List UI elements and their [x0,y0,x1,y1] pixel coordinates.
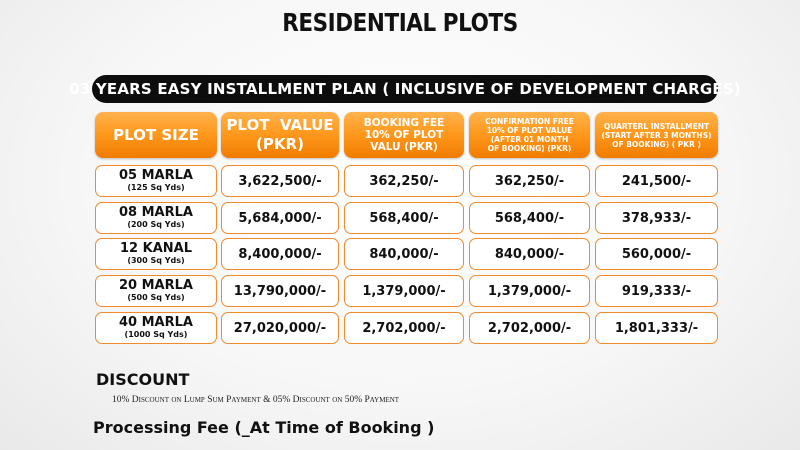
plot-value-cell: 27,020,000/- [221,312,339,344]
header-quarterly-installment: QUARTERL INSTALLMENT (START AFTER 3 MONT… [595,112,718,158]
header-plot-value: PLOT VALUE (PKR) [221,112,339,158]
quarterly-installment-cell: 241,500/- [595,165,718,197]
header-quarterly-line-2: (START AFTER 3 MONTHS) [601,130,712,140]
booking-fee-cell: 362,250/- [344,165,464,197]
booking-fee-cell: 2,702,000/- [344,312,464,344]
header-confirmation-fee-line-2: 10% OF PLOT VALUE [486,126,573,135]
quarterly-installment-cell: 919,333/- [595,275,718,307]
quarterly-installment-cell: 1,801,333/- [595,312,718,344]
plot-size-area: (1000 Sq Yds) [124,330,188,339]
booking-fee-cell: 1,379,000/- [344,275,464,307]
header-plot-size-label: PLOT SIZE [113,126,199,144]
header-booking-fee-line-3: VALU (PKR) [370,141,438,153]
table-row-plot-size: 05 MARLA (125 Sq Yds) [95,165,217,197]
plot-value-cell: 5,684,000/- [221,202,339,234]
quarterly-installment-cell: 378,933/- [595,202,718,234]
confirmation-fee-cell: 2,702,000/- [469,312,590,344]
header-confirmation-fee-line-1: CONFIRMATION FREE [485,117,574,126]
confirmation-fee-cell: 568,400/- [469,202,590,234]
plot-size-label: 08 MARLA [119,205,193,220]
plot-size-label: 40 MARLA [119,315,193,330]
discount-heading: DISCOUNT [96,370,190,389]
header-confirmation-fee-line-3: (AFTER 01 MONTH [490,135,569,144]
plot-size-label: 20 MARLA [119,278,193,293]
table-row-plot-size: 08 MARLA (200 Sq Yds) [95,202,217,234]
confirmation-fee-cell: 1,379,000/- [469,275,590,307]
header-booking-fee: BOOKING FEE 10% OF PLOT VALU (PKR) [344,112,464,158]
plot-size-area: (125 Sq Yds) [127,183,185,192]
plot-value-cell: 13,790,000/- [221,275,339,307]
header-plot-value-line-2: (PKR) [256,135,304,153]
header-plot-size: PLOT SIZE [95,112,217,158]
quarterly-installment-cell: 560,000/- [595,238,718,270]
plot-size-label: 12 KANAL [120,241,192,256]
confirmation-fee-cell: 840,000/- [469,238,590,270]
header-plot-value-line-1: PLOT VALUE [226,116,334,134]
booking-fee-cell: 840,000/- [344,238,464,270]
plot-size-label: 05 MARLA [119,168,193,183]
header-quarterly-line-1: QUARTERL INSTALLMENT [603,121,710,131]
table-row-plot-size: 12 KANAL (300 Sq Yds) [95,238,217,270]
installment-plan-banner: 03 YEARS EASY INSTALLMENT PLAN ( INCLUSI… [69,75,741,103]
confirmation-fee-cell: 362,250/- [469,165,590,197]
plot-value-cell: 3,622,500/- [221,165,339,197]
header-booking-fee-line-1: BOOKING FEE [363,117,445,129]
plot-size-area: (500 Sq Yds) [127,293,185,302]
discount-description: 10% Discount on Lump Sum Payment & 05% D… [112,395,400,405]
plot-value-cell: 8,400,000/- [221,238,339,270]
header-quarterly-line-3: OF BOOKING) ( PKR ) [612,139,701,149]
table-row-plot-size: 40 MARLA (1000 Sq Yds) [95,312,217,344]
table-row-plot-size: 20 MARLA (500 Sq Yds) [95,275,217,307]
header-confirmation-fee-line-4: OF BOOKING) (PKR) [487,144,572,153]
page-title: RESIDENTIAL PLOTS [282,8,518,37]
processing-fee-heading: Processing Fee (_At Time of Booking ) [93,418,435,437]
header-booking-fee-line-2: 10% OF PLOT [364,129,444,141]
plot-size-area: (200 Sq Yds) [127,220,185,229]
plot-size-area: (300 Sq Yds) [127,256,185,265]
header-confirmation-fee: CONFIRMATION FREE 10% OF PLOT VALUE (AFT… [469,112,590,158]
booking-fee-cell: 568,400/- [344,202,464,234]
